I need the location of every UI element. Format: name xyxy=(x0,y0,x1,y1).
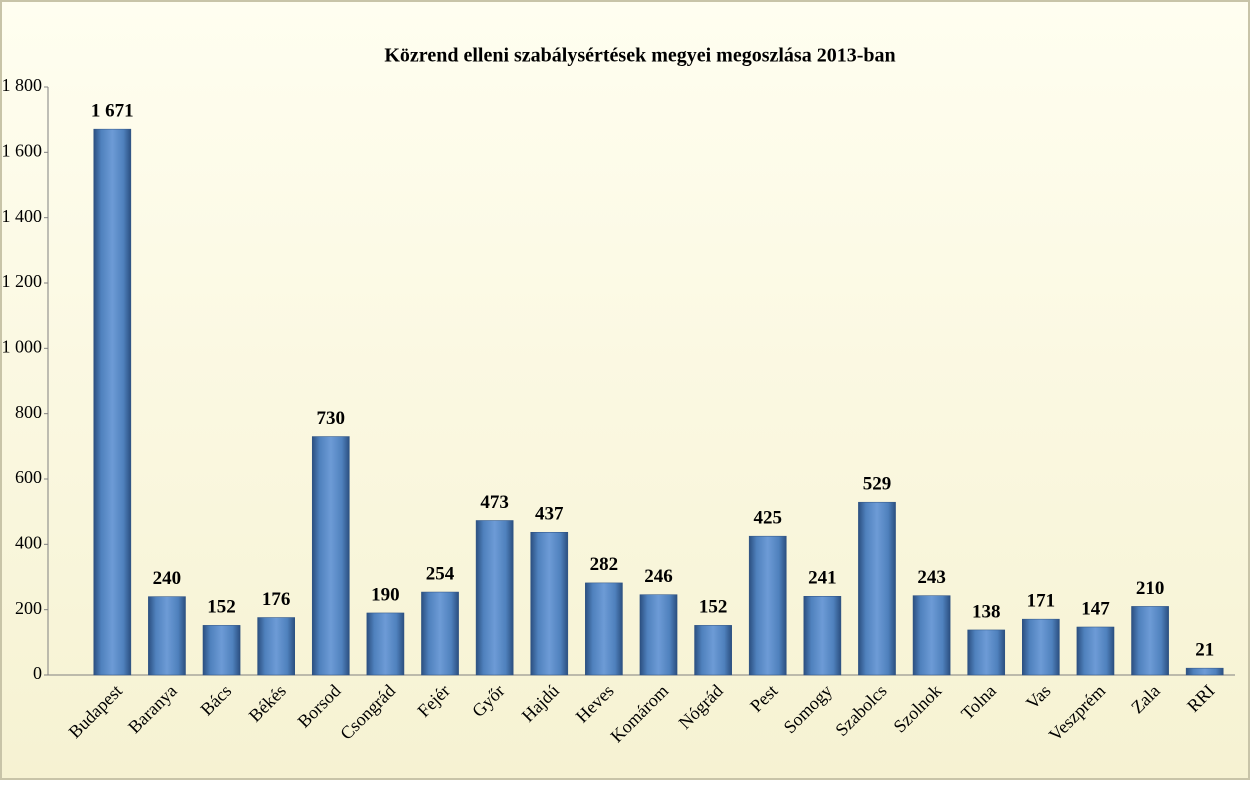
value-label: 246 xyxy=(644,566,673,587)
bar xyxy=(202,625,241,676)
value-label: 21 xyxy=(1195,639,1214,660)
bar xyxy=(1185,667,1224,676)
value-label: 254 xyxy=(426,563,455,584)
value-label: 147 xyxy=(1081,598,1110,619)
bar xyxy=(585,582,623,676)
y-tick-label: 200 xyxy=(15,598,42,618)
y-tick-label: 1 200 xyxy=(2,271,43,291)
bar xyxy=(421,591,459,676)
value-label: 171 xyxy=(1027,590,1056,611)
bar xyxy=(366,612,405,676)
bar xyxy=(748,535,787,676)
y-tick-label: 800 xyxy=(15,402,42,422)
y-tick-label: 1 000 xyxy=(2,336,43,356)
bar xyxy=(475,520,514,676)
value-label: 282 xyxy=(590,554,619,575)
value-label: 1 671 xyxy=(91,100,134,121)
bar xyxy=(912,595,951,676)
chart-title: Közrend elleni szabálysértések megyei me… xyxy=(384,45,895,67)
value-label: 152 xyxy=(699,597,728,618)
bar xyxy=(967,629,1006,676)
y-tick-label: 1 800 xyxy=(2,75,43,95)
bar xyxy=(803,596,842,676)
value-label: 243 xyxy=(917,567,946,588)
bar xyxy=(93,128,132,676)
bar xyxy=(694,625,732,676)
y-tick-label: 600 xyxy=(15,467,42,487)
y-tick-label: 0 xyxy=(33,663,42,683)
value-label: 730 xyxy=(317,408,346,429)
bar xyxy=(148,596,186,676)
bar xyxy=(311,436,350,676)
y-tick-label: 400 xyxy=(15,532,42,552)
value-label: 190 xyxy=(371,584,400,605)
value-label: 241 xyxy=(808,568,837,589)
bar xyxy=(1076,626,1115,676)
value-label: 152 xyxy=(207,597,236,618)
value-label: 425 xyxy=(753,508,782,529)
value-label: 529 xyxy=(863,474,892,495)
bar xyxy=(639,594,678,676)
value-label: 138 xyxy=(972,601,1001,622)
bar xyxy=(257,617,295,676)
value-label: 473 xyxy=(480,492,509,513)
value-label: 210 xyxy=(1136,578,1165,599)
bar xyxy=(1131,606,1169,676)
y-tick-label: 1 600 xyxy=(2,140,43,160)
bar xyxy=(530,531,569,676)
y-tick-label: 1 400 xyxy=(2,206,43,226)
value-label: 437 xyxy=(535,504,564,525)
value-label: 240 xyxy=(153,568,182,589)
bar xyxy=(858,501,896,676)
value-label: 176 xyxy=(262,589,291,610)
bar xyxy=(1022,618,1060,676)
